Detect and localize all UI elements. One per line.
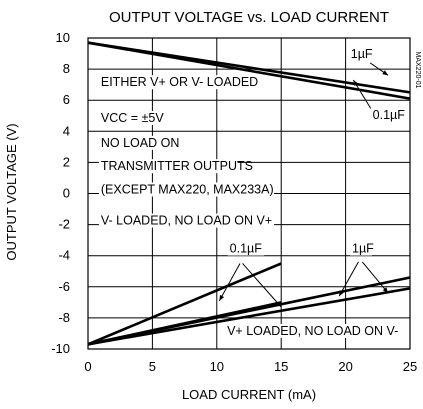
- annotation-bg: [98, 159, 238, 174]
- y-tick-label: -8: [58, 310, 70, 325]
- series-line-vplus-0.1uF: [87, 41, 411, 100]
- annotation-bg: [350, 241, 372, 256]
- y-tick-label: 10: [56, 30, 70, 45]
- pointer-arrow: [361, 261, 389, 294]
- series-line-vminus-1uF-a: [87, 287, 411, 346]
- annotation-bg: [98, 182, 275, 197]
- y-tick-label: 6: [63, 92, 70, 107]
- side-code: MAX220-01: [414, 52, 421, 89]
- pointer-arrow: [218, 263, 241, 302]
- pointer-arrow: [242, 263, 282, 308]
- annotation-text: V+ LOADED, NO LOAD ON V-: [227, 324, 398, 338]
- annotation-bg: [370, 107, 408, 122]
- y-tick-label: 4: [63, 123, 70, 138]
- annotation-text: 0.1µF: [373, 108, 406, 122]
- series-line-vminus-0.1uF-a: [87, 262, 282, 346]
- annotation-bg: [225, 324, 401, 339]
- y-ticks: 10 8 6 4 2 0 -2 -4 -6 -8 -10: [51, 30, 70, 356]
- y-tick-label: -10: [51, 341, 70, 356]
- x-tick-label: 5: [149, 359, 156, 374]
- grid: [88, 38, 410, 349]
- y-tick-label: 2: [63, 154, 70, 169]
- x-ticks: 0 5 10 15 20 25: [84, 359, 417, 374]
- x-tick-label: 10: [210, 359, 224, 374]
- annotation-text: 1µF: [352, 242, 374, 256]
- annotation-bg: [98, 110, 165, 125]
- annotation-bg: [348, 47, 371, 62]
- pointer-arrowhead: [353, 79, 359, 86]
- x-tick-label: 0: [84, 359, 91, 374]
- pointer-arrowhead: [339, 290, 344, 297]
- annotations: 1µF 0.1µF EITHER V+ OR V- LOADED VCC = ±5V N…: [98, 47, 408, 339]
- annotation-text: EITHER V+ OR V- LOADED: [101, 75, 258, 89]
- plot-frame: [87, 37, 411, 350]
- annotation-bg: [227, 241, 265, 256]
- annotation-text: VCC = ±5V: [101, 111, 164, 125]
- annotation-text: V- LOADED, NO LOAD ON V+: [101, 214, 272, 228]
- annotation-text: 1µF: [351, 47, 373, 61]
- annotation-bg: [98, 213, 275, 228]
- x-tick-label: 20: [338, 359, 352, 374]
- pointer-arrowhead: [382, 70, 389, 76]
- pointer-arrow: [338, 261, 359, 297]
- annotation-bg: [98, 135, 172, 150]
- x-tick-label: 25: [403, 359, 417, 374]
- pointer-arrowhead: [382, 287, 389, 294]
- y-tick-label: 8: [63, 61, 70, 76]
- chart-title: OUTPUT VOLTAGE vs. LOAD CURRENT: [109, 9, 389, 26]
- annotation-text: 0.1µF: [230, 242, 263, 256]
- y-tick-label: 0: [63, 186, 70, 201]
- y-tick-label: -6: [58, 279, 70, 294]
- pointer-arrowhead: [219, 294, 225, 301]
- pointers: [218, 62, 389, 308]
- annotation-text: NO LOAD ON: [101, 136, 180, 150]
- series-line-vminus-1uF-b: [87, 301, 282, 346]
- annotation-text: (EXCEPT MAX220, MAX233A): [101, 183, 274, 197]
- y-tick-label: -2: [58, 217, 70, 232]
- annotation-text: TRANSMITTER OUTPUTS: [101, 159, 253, 173]
- x-axis-label: LOAD CURRENT (mA): [182, 387, 316, 402]
- pointer-arrowhead: [275, 301, 282, 308]
- annotation-bg: [98, 75, 260, 90]
- x-tick-label: 15: [274, 359, 288, 374]
- y-tick-label: -4: [58, 248, 70, 263]
- y-axis-label: OUTPUT VOLTAGE (V): [4, 123, 19, 260]
